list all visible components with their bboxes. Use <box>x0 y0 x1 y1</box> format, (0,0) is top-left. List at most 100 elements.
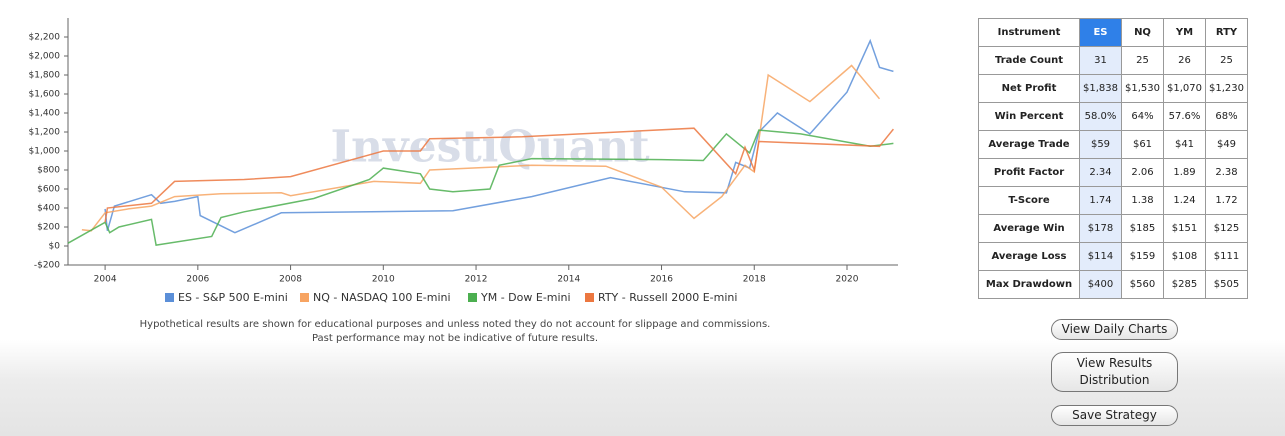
legend-swatch <box>300 293 309 302</box>
value-cell: $151 <box>1163 214 1206 243</box>
legend-swatch <box>165 293 174 302</box>
y-tick-label: $400 <box>37 204 60 214</box>
legend-swatch <box>585 293 594 302</box>
y-tick-label: $0 <box>49 242 61 252</box>
value-cell: $1,530 <box>1121 74 1164 103</box>
value-cell: 1.24 <box>1163 186 1206 215</box>
value-cell: 64% <box>1121 102 1164 131</box>
table-row: Average Trade $59 $61 $41 $49 <box>978 130 1248 159</box>
legend-label: RTY - Russell 2000 E-mini <box>598 291 737 304</box>
table-row: Net Profit $1,838 $1,530 $1,070 $1,230 <box>978 74 1248 103</box>
save-strategy-button[interactable]: Save Strategy <box>1051 405 1178 426</box>
legend-label: NQ - NASDAQ 100 E-mini <box>313 291 451 304</box>
value-cell: $560 <box>1121 270 1164 299</box>
header-row: Instrument ES NQ YM RTY <box>978 18 1248 47</box>
value-cell: $185 <box>1121 214 1164 243</box>
value-cell: $108 <box>1163 242 1206 271</box>
value-cell: $59 <box>1079 130 1122 159</box>
x-tick-label: 2004 <box>94 275 117 285</box>
value-cell: 2.38 <box>1205 158 1248 187</box>
table-row: Profit Factor 2.34 2.06 1.89 2.38 <box>978 158 1248 187</box>
header-cell: NQ <box>1121 18 1164 47</box>
value-cell: $111 <box>1205 242 1248 271</box>
view-results-distribution-button[interactable]: View Results Distribution <box>1051 352 1178 392</box>
disclaimer-line: Hypothetical results are shown for educa… <box>139 319 771 330</box>
x-tick-label: 2006 <box>186 275 209 285</box>
value-cell: 1.89 <box>1163 158 1206 187</box>
value-cell: 2.06 <box>1121 158 1164 187</box>
header-cell: YM <box>1163 18 1206 47</box>
row-label: Profit Factor <box>978 158 1080 187</box>
row-label: Net Profit <box>978 74 1080 103</box>
value-cell: 57.6% <box>1163 102 1206 131</box>
y-tick-label: $800 <box>37 166 60 176</box>
table-row: T-Score 1.74 1.38 1.24 1.72 <box>978 186 1248 215</box>
y-tick-label: $600 <box>37 185 60 195</box>
legend-swatch <box>468 293 477 302</box>
x-tick-label: 2010 <box>372 275 395 285</box>
value-cell: $114 <box>1079 242 1122 271</box>
value-cell: $49 <box>1205 130 1248 159</box>
value-cell: 25 <box>1121 46 1164 75</box>
y-tick-label: $1,000 <box>29 147 61 157</box>
row-label: Average Win <box>978 214 1080 243</box>
value-cell: 31 <box>1079 46 1122 75</box>
y-tick-label: $2,000 <box>29 52 61 62</box>
x-tick-label: 2020 <box>836 275 859 285</box>
x-tick-label: 2012 <box>465 275 488 285</box>
value-cell: $61 <box>1121 130 1164 159</box>
table-row: Average Loss $114 $159 $108 $111 <box>978 242 1248 271</box>
y-tick-label: -$200 <box>34 261 60 271</box>
y-tick-label: $1,600 <box>29 90 61 100</box>
stats-table: Instrument ES NQ YM RTY Trade Count 31 25 26 25 Ne… <box>978 18 1248 299</box>
row-label: Max Drawdown <box>978 270 1080 299</box>
value-cell: $125 <box>1205 214 1248 243</box>
x-tick-label: 2018 <box>743 275 766 285</box>
x-tick-label: 2008 <box>279 275 302 285</box>
table-row: Trade Count 31 25 26 25 <box>978 46 1248 75</box>
chart: InvestiQuant -$200 $0 $200 $400 $600 $800 $1,0… <box>29 18 898 304</box>
value-cell: 1.38 <box>1121 186 1164 215</box>
header-cell: Instrument <box>978 18 1080 47</box>
value-cell: 26 <box>1163 46 1206 75</box>
view-daily-charts-button[interactable]: View Daily Charts <box>1051 319 1178 340</box>
header-cell: ES <box>1079 18 1122 47</box>
x-tick-label: 2014 <box>557 275 580 285</box>
table-row: Average Win $178 $185 $151 $125 <box>978 214 1248 243</box>
value-cell: 58.0% <box>1079 102 1122 131</box>
row-label: Win Percent <box>978 102 1080 131</box>
value-cell: 2.34 <box>1079 158 1122 187</box>
table-row: Max Drawdown $400 $560 $285 $505 <box>978 270 1248 299</box>
value-cell: 1.72 <box>1205 186 1248 215</box>
y-tick-label: $200 <box>37 223 60 233</box>
legend-label: YM - Dow E-mini <box>480 291 571 304</box>
value-cell: $285 <box>1163 270 1206 299</box>
y-tick-label: $1,800 <box>29 71 61 81</box>
row-label: T-Score <box>978 186 1080 215</box>
value-cell: $1,838 <box>1079 74 1122 103</box>
value-cell: $159 <box>1121 242 1164 271</box>
header-cell: RTY <box>1205 18 1248 47</box>
table-row: Win Percent 58.0% 64% 57.6% 68% <box>978 102 1248 131</box>
disclaimer: Hypothetical results are shown for educa… <box>95 318 815 346</box>
x-tick-label: 2016 <box>650 275 673 285</box>
value-cell: $1,230 <box>1205 74 1248 103</box>
row-label: Average Loss <box>978 242 1080 271</box>
series-line <box>81 64 881 232</box>
y-tick-label: $2,200 <box>29 33 61 43</box>
value-cell: $41 <box>1163 130 1206 159</box>
value-cell: $505 <box>1205 270 1248 299</box>
value-cell: $1,070 <box>1163 74 1206 103</box>
value-cell: $178 <box>1079 214 1122 243</box>
legend-label: ES - S&P 500 E-mini <box>178 291 288 304</box>
value-cell: 25 <box>1205 46 1248 75</box>
watermark: InvestiQuant <box>330 122 650 173</box>
value-cell: 68% <box>1205 102 1248 131</box>
series-line <box>104 38 894 234</box>
row-label: Average Trade <box>978 130 1080 159</box>
series-line <box>104 127 894 223</box>
y-tick-label: $1,400 <box>29 109 61 119</box>
value-cell: $400 <box>1079 270 1122 299</box>
row-label: Trade Count <box>978 46 1080 75</box>
